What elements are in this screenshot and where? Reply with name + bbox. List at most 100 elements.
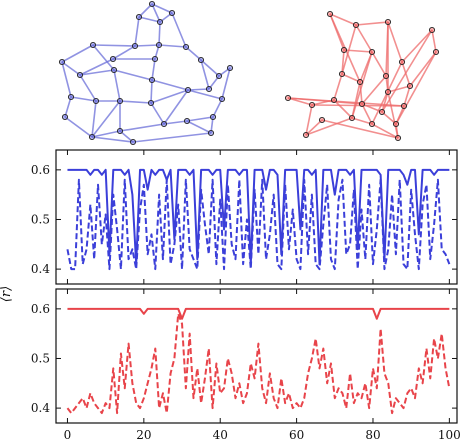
- red-network-node: [382, 72, 390, 80]
- red-network-graph: [284, 10, 440, 142]
- red-network-node: [368, 120, 376, 128]
- red-network-edge: [351, 117, 373, 125]
- blue-network-edge: [70, 96, 97, 102]
- red-network-edge: [305, 104, 313, 136]
- blue-network-edge: [150, 102, 165, 125]
- red-network-edge: [329, 13, 357, 26]
- blue-network-edge: [64, 96, 72, 118]
- red-network-edge: [341, 73, 361, 83]
- red-network-edge: [387, 21, 403, 63]
- blue-network-node: [61, 113, 69, 121]
- blue-network-node: [184, 86, 192, 94]
- red-network-edge: [359, 81, 363, 105]
- bottom-y-tick-label: 0.6: [31, 302, 50, 316]
- blue-network-edge: [134, 44, 160, 47]
- blue-network-edge: [91, 136, 134, 143]
- red-network-node: [368, 48, 376, 56]
- red-network-node: [400, 102, 408, 110]
- red-network-node: [340, 46, 348, 54]
- bottom-y-tick-label: 0.4: [31, 401, 50, 415]
- bottom-line-panel: 0.4 0.5 0.6 0 20 40 60 80 100: [31, 288, 461, 442]
- red-network-node: [384, 18, 392, 26]
- blue-network-node: [155, 41, 163, 49]
- blue-network-edge: [158, 44, 187, 48]
- blue-network-edge: [138, 16, 161, 23]
- red-network-edge: [387, 91, 399, 139]
- red-network-edge: [305, 119, 323, 136]
- red-network-node: [428, 26, 436, 34]
- blue-network-node: [89, 41, 97, 49]
- blue-network-edge: [163, 120, 188, 125]
- top-y-tick-label: 0.6: [31, 163, 50, 177]
- x-tick-label: 40: [213, 428, 228, 442]
- red-network-node: [358, 100, 366, 108]
- red-network-node: [392, 120, 400, 128]
- red-network-edge: [381, 29, 433, 113]
- top-line-panel: 0.4 0.5 0.6: [31, 149, 458, 285]
- top-panel-frame: [55, 149, 458, 285]
- blue-network-graph: [58, 0, 234, 146]
- blue-network-edge: [185, 46, 202, 61]
- red-network-node: [330, 96, 338, 104]
- red-network-node: [284, 94, 292, 102]
- blue-network-node: [67, 93, 75, 101]
- blue-network-node: [205, 85, 213, 93]
- y-axis-label: ⟨r⟩: [0, 286, 14, 302]
- blue-network-edge: [187, 89, 223, 100]
- blue-network-node: [168, 9, 176, 17]
- blue-network-node: [116, 127, 124, 135]
- red-network-edge: [355, 24, 373, 53]
- red-network-edge: [311, 104, 405, 107]
- blue-network-edge: [92, 44, 115, 71]
- red-network-node: [352, 21, 360, 29]
- red-network-node: [318, 116, 326, 124]
- blue-network-node: [197, 56, 205, 64]
- blue-network-edge: [132, 132, 212, 143]
- blue-network-node: [148, 0, 156, 8]
- red-network-edge: [409, 51, 437, 87]
- blue-network-edge: [119, 123, 165, 132]
- red-network-edge: [395, 51, 437, 125]
- red-network-node: [308, 101, 316, 109]
- x-tick-label: 80: [365, 428, 380, 442]
- red-network-node: [432, 48, 440, 56]
- blue-network-node: [135, 13, 143, 21]
- blue-network-edge: [112, 45, 136, 60]
- blue-network-node: [147, 99, 155, 107]
- red-network-edge: [361, 103, 373, 125]
- blue-network-edge: [61, 44, 94, 63]
- red-network-edge: [381, 111, 397, 125]
- red-network-edge: [355, 21, 389, 26]
- blue-network-edge: [186, 116, 214, 122]
- blue-network-node: [88, 133, 96, 141]
- x-tick-label: 100: [438, 428, 461, 442]
- red-network-edge: [321, 119, 399, 139]
- blue-network-edge: [79, 69, 115, 76]
- red-network-edge: [371, 51, 387, 77]
- blue-network-edge: [91, 100, 121, 138]
- blue-network-node: [160, 120, 168, 128]
- red-network-edge: [371, 123, 399, 139]
- blue-network-node: [226, 64, 234, 72]
- blue-network-node: [58, 58, 66, 66]
- blue-network-node: [207, 129, 215, 137]
- x-tick-label: 0: [64, 428, 72, 442]
- red-network-edge: [333, 73, 343, 101]
- top-series-solid: [67, 168, 450, 266]
- blue-network-edge: [200, 59, 210, 90]
- red-network-node: [326, 10, 334, 18]
- blue-network-node: [218, 95, 226, 103]
- top-y-tick-label: 0.5: [31, 212, 50, 226]
- red-network-node: [338, 70, 346, 78]
- blue-network-node: [110, 66, 118, 74]
- blue-network-node: [183, 117, 191, 125]
- red-network-edge: [287, 97, 405, 107]
- blue-network-edge: [158, 21, 161, 46]
- red-network-edge: [361, 75, 387, 105]
- red-network-edge: [287, 97, 313, 106]
- red-network-edge: [333, 99, 353, 119]
- bottom-panel-frame: [55, 288, 458, 424]
- bottom-series-dashed: [66, 312, 451, 415]
- x-tick-label: 60: [289, 428, 304, 442]
- red-network-edge: [351, 51, 373, 119]
